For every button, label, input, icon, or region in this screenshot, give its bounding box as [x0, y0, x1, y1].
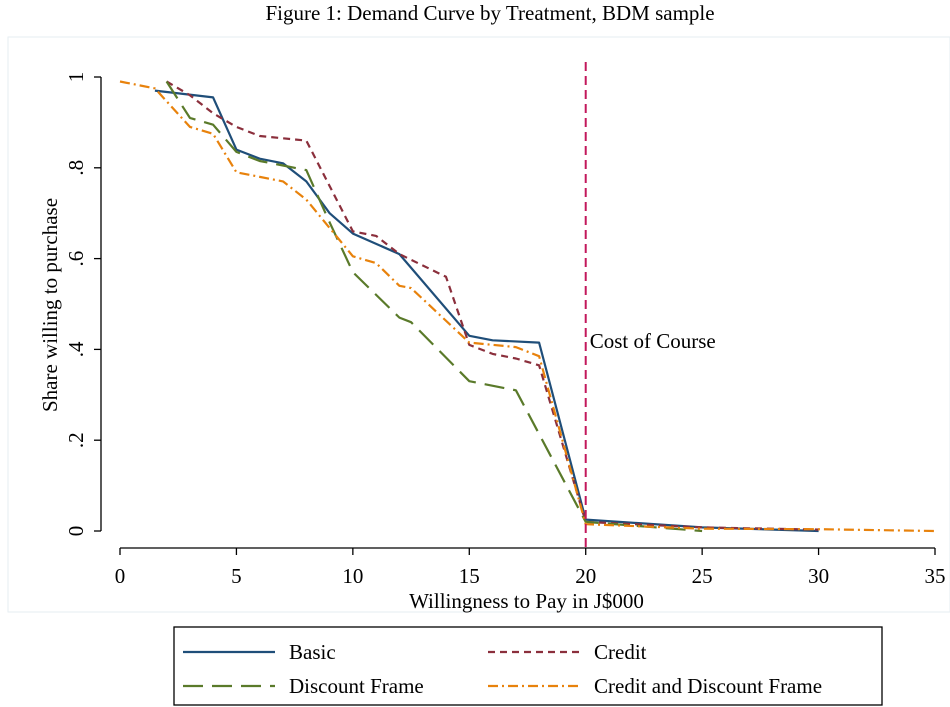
y-axis-tick-label: .6	[64, 251, 88, 267]
y-axis-tick-label: .2	[64, 432, 88, 448]
legend-label-discount-frame: Discount Frame	[289, 674, 424, 698]
x-axis-tick-label: 20	[575, 564, 596, 588]
x-axis-tick-label: 35	[925, 564, 946, 588]
y-axis-label: Share willing to purchase	[38, 198, 62, 412]
x-axis-tick-label: 10	[342, 564, 363, 588]
y-axis-tick-label: 0	[64, 526, 88, 537]
series-line-credit-and-discount-frame	[119, 80, 936, 533]
legend-box	[173, 626, 883, 706]
axes: 0 .2 .4 .6 .8 1 Share willing to purchase 0 5 10 1…	[38, 72, 946, 613]
plot-region-frame	[7, 36, 950, 613]
legend-label-credit-and-discount-frame: Credit and Discount Frame	[594, 674, 822, 698]
legend-label-basic: Basic	[289, 640, 336, 664]
series-layer	[119, 80, 936, 533]
x-axis-label: Willingness to Pay in J$000	[409, 589, 644, 613]
y-axis-tick-label: .8	[64, 160, 88, 176]
x-axis-tick-label: 25	[692, 564, 713, 588]
chart-title: Figure 1: Demand Curve by Treatment, BDM…	[265, 1, 715, 25]
x-axis-tick-label: 0	[115, 564, 126, 588]
annotation-layer: Cost of Course	[584, 62, 716, 548]
cost-of-course-label: Cost of Course	[590, 329, 716, 353]
legend: Basic Credit Discount Frame Credit and Disc…	[183, 640, 822, 698]
series-line-credit	[166, 80, 819, 531]
series-line-basic	[154, 89, 819, 533]
x-axis-tick-label: 30	[808, 564, 829, 588]
y-axis-tick-label: 1	[64, 72, 88, 83]
x-axis-tick-label: 15	[459, 564, 480, 588]
x-axis-tick-label: 5	[231, 564, 242, 588]
legend-label-credit: Credit	[594, 640, 647, 664]
series-line-discount-frame	[165, 80, 703, 533]
y-axis-tick-label: .4	[64, 341, 88, 357]
